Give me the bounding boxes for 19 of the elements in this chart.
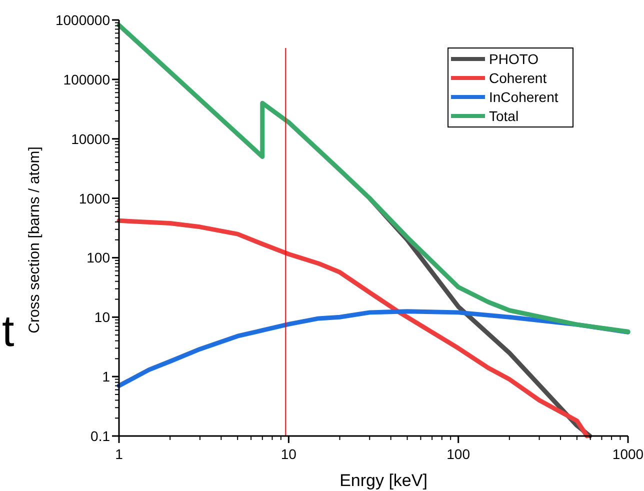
y-tick-label: 10 bbox=[94, 309, 110, 326]
x-tick-label: 10 bbox=[280, 446, 297, 462]
y-axis-title: Cross section [barns / atom] bbox=[26, 146, 43, 334]
y-tick-label: 1000000 bbox=[55, 12, 110, 28]
x-tick-label: 100 bbox=[446, 446, 470, 462]
x-tick-label: 1 bbox=[115, 446, 124, 462]
y-tick-label: 0.1 bbox=[90, 428, 110, 444]
legend-label: Total bbox=[489, 108, 519, 124]
y-tick-label: 10000 bbox=[71, 130, 110, 147]
legend-label: Coherent bbox=[489, 70, 547, 86]
y-tick-label: 100 bbox=[86, 250, 110, 266]
y-tick-label: 1 bbox=[102, 368, 110, 385]
y-tick-label: 100000 bbox=[63, 71, 110, 88]
x-axis-title: Enrgy [keV] bbox=[340, 471, 428, 490]
text: t bbox=[2, 307, 14, 356]
y-tick-label: 1000 bbox=[78, 190, 110, 206]
legend-label: PHOTO bbox=[489, 51, 539, 67]
legend-label: InCoherent bbox=[489, 89, 558, 105]
x-tick-label: 1000 bbox=[612, 446, 644, 462]
